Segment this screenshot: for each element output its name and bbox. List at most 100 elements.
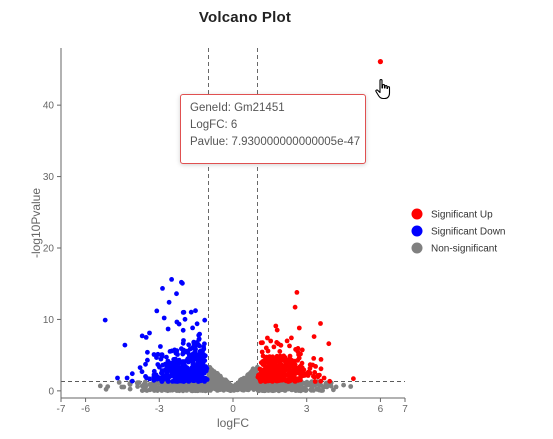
y-tick-label: 0	[48, 386, 54, 397]
axes: -7 -6 -3 0 3 6 7 0 10 20 30 40 logFC -log10Pvalue	[29, 48, 408, 430]
data-point	[139, 333, 145, 339]
data-point	[188, 309, 194, 315]
data-point	[267, 378, 272, 384]
legend-item[interactable]: Non-significant	[411, 242, 498, 255]
data-point	[265, 335, 270, 341]
data-point	[320, 388, 325, 393]
data-point	[276, 358, 281, 364]
data-point	[295, 346, 301, 351]
data-point	[274, 384, 280, 390]
data-point	[177, 359, 182, 364]
data-point	[196, 342, 201, 348]
x-tick-label: 0	[230, 404, 236, 415]
data-point	[318, 383, 324, 388]
data-point	[279, 368, 285, 374]
data-point	[283, 387, 289, 392]
data-point	[170, 379, 175, 384]
data-point	[239, 383, 245, 389]
data-point	[287, 353, 293, 359]
data-point	[211, 380, 216, 386]
data-point	[172, 371, 178, 377]
data-points[interactable]	[97, 59, 383, 394]
data-point	[142, 379, 148, 385]
data-point	[200, 348, 205, 354]
data-point	[299, 347, 305, 353]
data-point	[196, 336, 202, 342]
data-point	[134, 380, 140, 386]
data-point	[141, 387, 147, 393]
data-point	[258, 375, 264, 381]
data-point	[308, 387, 314, 392]
data-point	[202, 317, 208, 323]
data-point	[289, 387, 295, 392]
data-point	[288, 362, 294, 368]
data-point	[182, 365, 188, 370]
data-point	[127, 386, 133, 392]
legend-item[interactable]: Significant Down	[411, 225, 506, 238]
data-point	[165, 326, 171, 332]
data-point	[190, 345, 196, 350]
data-point	[180, 388, 186, 394]
data-point	[281, 373, 286, 379]
data-point	[177, 387, 182, 393]
data-point	[144, 375, 149, 381]
data-point	[268, 338, 274, 344]
data-point	[275, 369, 281, 375]
data-point	[147, 382, 153, 387]
data-point	[154, 376, 160, 382]
data-point	[269, 382, 275, 388]
data-point	[191, 383, 197, 389]
data-point	[143, 383, 149, 389]
data-point	[129, 371, 135, 377]
data-point	[169, 348, 175, 354]
data-point	[312, 374, 317, 380]
data-point	[328, 383, 334, 389]
data-point	[348, 384, 354, 389]
data-point	[261, 361, 267, 367]
data-point	[351, 376, 356, 382]
legend[interactable]: Significant Up Significant Down Non-signif…	[411, 208, 506, 255]
data-point	[273, 323, 279, 329]
data-point	[307, 366, 313, 371]
data-point	[154, 308, 160, 314]
data-point	[135, 384, 141, 389]
data-point	[182, 377, 188, 383]
data-point	[218, 381, 223, 387]
data-point	[265, 364, 271, 370]
data-point	[258, 340, 264, 346]
legend-label: Significant Down	[431, 227, 505, 238]
data-point	[143, 335, 149, 340]
legend-label: Non-significant	[431, 244, 497, 255]
data-point	[180, 327, 186, 333]
data-point	[290, 358, 295, 364]
x-tick-label: 6	[378, 404, 384, 415]
data-point	[241, 377, 247, 383]
data-point	[157, 364, 162, 370]
data-point	[277, 374, 282, 379]
data-point	[211, 375, 217, 381]
data-point	[318, 366, 324, 372]
data-point	[292, 304, 298, 310]
data-point	[147, 330, 152, 336]
data-point	[318, 357, 324, 362]
legend-item[interactable]: Significant Up	[411, 208, 494, 221]
data-point	[292, 379, 298, 384]
data-point	[311, 334, 317, 339]
data-point	[102, 317, 108, 323]
data-point	[318, 378, 324, 384]
data-point	[263, 345, 269, 351]
hand-pointer-icon	[375, 78, 391, 100]
data-point	[281, 353, 287, 359]
data-point	[303, 387, 309, 393]
x-axis-title: logFC	[217, 416, 249, 430]
data-point	[180, 349, 186, 355]
legend-marker	[411, 208, 423, 220]
data-point	[165, 385, 171, 391]
x-tick-label: -7	[57, 404, 66, 415]
data-point	[105, 384, 111, 389]
data-point	[203, 376, 209, 382]
data-point	[182, 316, 188, 322]
data-point	[280, 363, 285, 369]
data-point	[296, 325, 302, 331]
x-tick-label: 3	[304, 404, 310, 415]
